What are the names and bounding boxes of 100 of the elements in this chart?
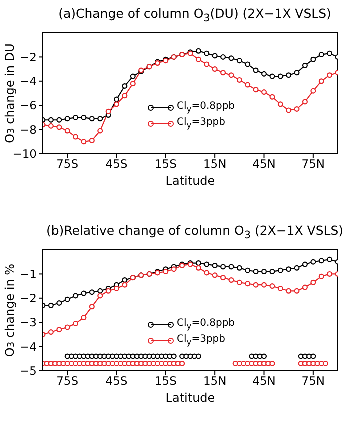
point <box>294 106 300 112</box>
point <box>204 50 210 56</box>
x-tick-label: 15N <box>203 374 227 388</box>
point <box>270 269 276 275</box>
point <box>204 62 210 68</box>
point <box>220 264 226 270</box>
x-tick-label: 45S <box>106 374 128 388</box>
point <box>302 262 308 268</box>
point <box>310 259 316 265</box>
point <box>196 265 202 271</box>
point <box>262 269 267 275</box>
point <box>262 360 267 366</box>
point <box>302 284 308 290</box>
point <box>286 108 292 114</box>
point <box>228 264 234 270</box>
point <box>204 270 210 276</box>
point <box>122 278 128 283</box>
y-tick-label: −4 <box>20 74 37 88</box>
point <box>114 96 120 102</box>
point <box>278 102 284 108</box>
point <box>228 56 234 62</box>
y-tick-label: −1 <box>20 267 37 282</box>
point <box>73 321 79 327</box>
point <box>89 290 95 296</box>
point <box>114 102 120 108</box>
x-axis-title: Latitude <box>166 391 216 405</box>
point <box>228 278 234 283</box>
point <box>130 81 136 87</box>
point <box>262 71 267 77</box>
point <box>89 138 95 144</box>
point <box>89 116 95 122</box>
point <box>106 108 112 114</box>
point <box>73 134 79 140</box>
point <box>245 82 251 88</box>
point <box>278 74 284 80</box>
point <box>56 327 62 333</box>
legend-label: Cl$_{y}$=3ppb <box>177 116 226 132</box>
point <box>64 128 70 134</box>
point <box>318 52 324 58</box>
point <box>327 271 333 277</box>
x-tick-label: 15S <box>154 374 177 388</box>
legend-label: Cl$_{y}$=3ppb <box>177 332 226 349</box>
chart-title: (b)Relative change of column O$_{3}$ (2X−1X VSLS) <box>45 222 345 244</box>
point <box>253 68 259 74</box>
point <box>48 117 54 123</box>
point <box>81 315 87 321</box>
point <box>64 296 70 302</box>
point <box>262 90 267 96</box>
y-tick-label: −3 <box>20 316 37 330</box>
point <box>236 280 242 286</box>
point <box>236 77 242 83</box>
y-tick-label: −2 <box>20 50 37 64</box>
point <box>220 54 226 60</box>
point <box>122 93 128 99</box>
point <box>245 62 251 68</box>
point <box>294 265 300 271</box>
point <box>98 288 104 294</box>
point <box>98 293 104 299</box>
point <box>73 293 79 299</box>
point <box>130 74 136 80</box>
y-tick-label: −6 <box>20 98 37 113</box>
point <box>286 288 292 294</box>
x-tick-label: 15N <box>203 157 227 172</box>
point <box>278 286 284 292</box>
point <box>122 83 128 89</box>
point <box>327 256 333 262</box>
point <box>64 116 70 122</box>
y-tick-label: −10 <box>12 147 37 162</box>
chart-title: (a)Change of column O$_{3}$(DU) (2X−1X VSLS) <box>58 5 332 26</box>
point <box>73 114 79 120</box>
point <box>106 288 112 294</box>
point <box>294 70 300 76</box>
point <box>98 116 104 122</box>
point <box>310 354 316 360</box>
point <box>310 88 316 94</box>
point <box>64 324 70 330</box>
point <box>212 262 218 268</box>
point <box>171 266 177 272</box>
point <box>262 282 267 288</box>
point <box>48 330 54 336</box>
point <box>322 360 328 366</box>
point <box>270 94 276 100</box>
point <box>81 290 87 296</box>
x-tick-label: 45N <box>252 374 276 388</box>
point <box>220 70 226 76</box>
point <box>56 124 62 130</box>
point <box>212 53 218 59</box>
x-tick-label: 75N <box>302 157 326 172</box>
point <box>56 300 62 306</box>
point <box>318 274 324 280</box>
point <box>270 360 276 366</box>
point <box>114 286 120 292</box>
y-tick-label: −8 <box>20 122 37 137</box>
point <box>310 56 316 62</box>
point <box>236 265 242 271</box>
x-tick-label: 45S <box>106 157 128 172</box>
y-tick-label: −5 <box>20 364 37 378</box>
point <box>212 66 218 72</box>
point <box>98 128 104 134</box>
point <box>318 78 324 84</box>
